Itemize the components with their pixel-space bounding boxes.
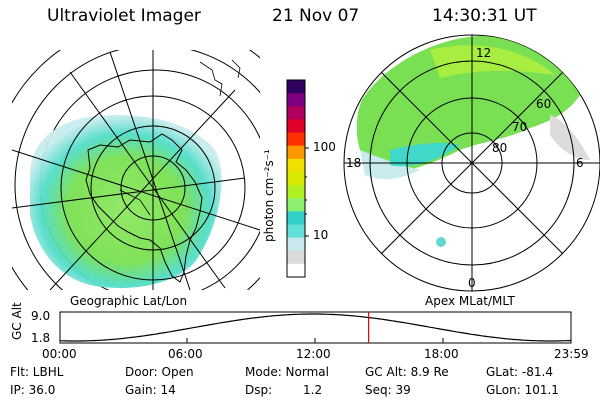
colorbar-tick-10: 10 bbox=[313, 228, 329, 242]
mlt-label-18: 18 bbox=[346, 156, 362, 170]
colorbar-segment bbox=[287, 145, 305, 160]
timeline-ytick-high: 9.0 bbox=[31, 309, 51, 323]
colorbar-segment bbox=[287, 171, 305, 186]
info-dsp-label: Dsp: bbox=[245, 383, 273, 397]
colorbar-segment bbox=[287, 80, 305, 94]
colorbar-unit-label: photon cm⁻²s⁻¹ bbox=[262, 149, 276, 242]
colorbar-segment bbox=[287, 198, 305, 212]
colorbar-segment bbox=[287, 263, 305, 278]
right-magnetic-map bbox=[343, 34, 600, 292]
colorbar-segment bbox=[287, 185, 305, 199]
info-dsp-value: 1.2 bbox=[303, 383, 323, 397]
mlt-label-0: 0 bbox=[468, 276, 476, 290]
header-date: 21 Nov 07 bbox=[272, 6, 360, 26]
timeline-xtick-1800: 18:00 bbox=[424, 347, 459, 361]
info-filter: Flt: LBHL bbox=[10, 365, 64, 379]
info-gain: Gain: 14 bbox=[125, 383, 176, 397]
left-inner-coast bbox=[119, 189, 151, 216]
lat-label-80: 80 bbox=[492, 141, 508, 155]
left-coastline bbox=[85, 133, 203, 283]
colorbar-segment bbox=[287, 211, 305, 225]
right-mlt-lines bbox=[344, 35, 600, 291]
timeline-ytick-low: 1.8 bbox=[31, 331, 51, 345]
left-emission-region bbox=[30, 115, 222, 289]
colorbar-segment bbox=[287, 237, 305, 252]
colorbar-tick-100: 100 bbox=[313, 140, 336, 154]
left-geographic-map bbox=[12, 50, 260, 290]
right-map-caption: Apex MLat/MLT bbox=[425, 294, 515, 308]
left-coast-fragment-2 bbox=[231, 59, 241, 79]
timeline-ticks bbox=[59, 338, 572, 343]
timeline-xtick-0000: 00:00 bbox=[42, 347, 77, 361]
timeline-xtick-2359: 23:59 bbox=[554, 347, 589, 361]
mlt-label-12: 12 bbox=[476, 46, 492, 60]
info-door: Door: Open bbox=[125, 365, 194, 379]
colorbar-segment bbox=[287, 93, 305, 107]
header-title: Ultraviolet Imager bbox=[47, 6, 201, 26]
info-glon: GLon: 101.1 bbox=[486, 383, 559, 397]
colorbar-segment bbox=[287, 250, 305, 265]
timeline-plot bbox=[59, 311, 572, 344]
colorbar-segment bbox=[287, 224, 305, 239]
info-glat: GLat: -81.4 bbox=[486, 365, 553, 379]
left-coast-fragment bbox=[199, 61, 223, 97]
timeline-xtick-0600: 06:00 bbox=[168, 347, 203, 361]
info-seq: Seq: 39 bbox=[365, 383, 411, 397]
lat-label-60: 60 bbox=[536, 97, 552, 111]
header-time: 14:30:31 UT bbox=[432, 6, 537, 26]
colorbar-segment bbox=[287, 119, 305, 134]
colorbar bbox=[286, 79, 306, 278]
timeline-ylabel: GC Alt bbox=[10, 302, 24, 340]
altitude-curve bbox=[59, 313, 572, 342]
info-gcalt: GC Alt: 8.9 Re bbox=[365, 365, 449, 379]
colorbar-segment bbox=[287, 106, 305, 120]
colorbar-segment bbox=[287, 132, 305, 147]
colorbar-segment bbox=[287, 158, 305, 173]
info-mode: Mode: Normal bbox=[245, 365, 329, 379]
colorbar-ticks bbox=[305, 147, 309, 237]
timeline-xtick-1200: 12:00 bbox=[296, 347, 331, 361]
lat-label-70: 70 bbox=[512, 120, 528, 134]
right-emission-region bbox=[356, 36, 590, 247]
mlt-label-6: 6 bbox=[576, 156, 584, 170]
info-ip: IP: 36.0 bbox=[10, 383, 56, 397]
colorbar-frame bbox=[286, 79, 306, 278]
left-meridians bbox=[12, 50, 260, 290]
left-map-caption: Geographic Lat/Lon bbox=[70, 294, 188, 308]
